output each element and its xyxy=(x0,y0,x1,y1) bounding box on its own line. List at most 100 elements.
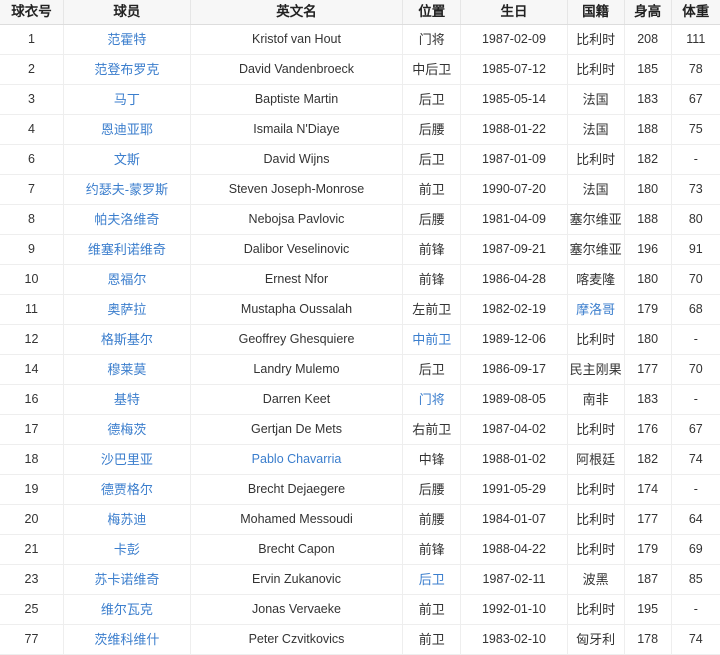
cname-link[interactable]: 范登布罗克 xyxy=(94,62,160,77)
cell-nat: 南非 xyxy=(567,384,625,415)
cell-num: 20 xyxy=(0,504,64,535)
cell-num: 1 xyxy=(0,24,64,55)
cell-weight: 64 xyxy=(671,504,720,535)
cell-height: 185 xyxy=(624,54,672,85)
cell-en: Geoffrey Ghesquiere xyxy=(190,324,404,355)
cname-link[interactable]: 茨维科维什 xyxy=(94,632,160,647)
cell-en: Ismaila N'Diaye xyxy=(190,114,404,145)
cname-link[interactable]: 文斯 xyxy=(113,152,140,167)
pos-link[interactable]: 中前卫 xyxy=(412,332,452,347)
cell-en: Brecht Dejaegere xyxy=(190,474,404,505)
cname-link[interactable]: 范霍特 xyxy=(107,32,147,47)
cell-cname[interactable]: 恩福尔 xyxy=(63,264,191,295)
cell-en[interactable]: Pablo Chavarria xyxy=(190,444,404,475)
cell-cname[interactable]: 维尔瓦克 xyxy=(63,594,191,625)
column-header-cname: 球员 xyxy=(63,0,191,25)
cname-link[interactable]: 卡彭 xyxy=(113,542,140,557)
cell-num: 16 xyxy=(0,384,64,415)
cell-weight: 91 xyxy=(671,234,720,265)
cell-cname[interactable]: 帕夫洛维奇 xyxy=(63,204,191,235)
table-row: 11 奥萨拉 Mustapha Oussalah 左前卫 1982-02-19 摩洛哥 17… xyxy=(0,294,720,325)
cell-height: 180 xyxy=(624,264,672,295)
cell-cname[interactable]: 梅苏迪 xyxy=(63,504,191,535)
cell-pos: 后腰 xyxy=(402,114,462,145)
cname-link[interactable]: 帕夫洛维奇 xyxy=(94,212,160,227)
cell-cname[interactable]: 范登布罗克 xyxy=(63,54,191,85)
pos-link[interactable]: 后卫 xyxy=(418,572,445,587)
table-row: 8 帕夫洛维奇 Nebojsa Pavlovic 后腰 1981-04-09 塞尔维亚 18… xyxy=(0,204,720,235)
cname-link[interactable]: 维尔瓦克 xyxy=(100,602,153,617)
cell-nat: 喀麦隆 xyxy=(567,264,625,295)
cell-en: David Wijns xyxy=(190,144,404,175)
cell-en: Brecht Capon xyxy=(190,534,404,565)
cell-en: Mustapha Oussalah xyxy=(190,294,404,325)
cell-cname[interactable]: 基特 xyxy=(63,384,191,415)
nat-link[interactable]: 摩洛哥 xyxy=(576,302,616,317)
cell-cname[interactable]: 茨维科维什 xyxy=(63,624,191,655)
cell-cname[interactable]: 文斯 xyxy=(63,144,191,175)
cell-nat[interactable]: 摩洛哥 xyxy=(567,294,625,325)
table-row: 14 穆莱莫 Landry Mulemo 后卫 1986-09-17 民主刚果 177 70 xyxy=(0,354,720,385)
cell-weight: - xyxy=(671,384,720,415)
cell-pos[interactable]: 门将 xyxy=(402,384,462,415)
cname-link[interactable]: 格斯基尔 xyxy=(100,332,153,347)
cname-link[interactable]: 维塞利诺维奇 xyxy=(87,242,166,257)
table-row: 20 梅苏迪 Mohamed Messoudi 前腰 1984-01-07 比利时 177 6… xyxy=(0,504,720,535)
cname-link[interactable]: 马丁 xyxy=(113,92,140,107)
cell-pos[interactable]: 中前卫 xyxy=(402,324,462,355)
column-header-pos: 位置 xyxy=(402,0,462,25)
cell-num: 3 xyxy=(0,84,64,115)
cell-height: 179 xyxy=(624,534,672,565)
cell-pos: 前锋 xyxy=(402,534,462,565)
cname-link[interactable]: 基特 xyxy=(113,392,140,407)
table-row: 7 约瑟夫-蒙罗斯 Steven Joseph-Monrose 前卫 1990-07-2… xyxy=(0,174,720,205)
en-link[interactable]: Pablo Chavarria xyxy=(251,452,342,466)
cell-bday: 1990-07-20 xyxy=(460,174,568,205)
cell-height: 180 xyxy=(624,174,672,205)
cell-en: Mohamed Messoudi xyxy=(190,504,404,535)
cell-cname[interactable]: 德贾格尔 xyxy=(63,474,191,505)
cell-cname[interactable]: 约瑟夫-蒙罗斯 xyxy=(63,174,191,205)
cname-link[interactable]: 恩迪亚耶 xyxy=(100,122,153,137)
cell-cname[interactable]: 维塞利诺维奇 xyxy=(63,234,191,265)
cell-height: 196 xyxy=(624,234,672,265)
cname-link[interactable]: 沙巴里亚 xyxy=(100,452,153,467)
cell-nat: 比利时 xyxy=(567,144,625,175)
cell-bday: 1987-09-21 xyxy=(460,234,568,265)
cell-cname[interactable]: 苏卡诺维奇 xyxy=(63,564,191,595)
cell-cname[interactable]: 德梅茨 xyxy=(63,414,191,445)
cell-cname[interactable]: 卡彭 xyxy=(63,534,191,565)
cname-link[interactable]: 恩福尔 xyxy=(107,272,147,287)
cname-link[interactable]: 奥萨拉 xyxy=(107,302,147,317)
cell-cname[interactable]: 奥萨拉 xyxy=(63,294,191,325)
cell-pos[interactable]: 后卫 xyxy=(402,564,462,595)
cell-en: Ernest Nfor xyxy=(190,264,404,295)
table-row: 6 文斯 David Wijns 后卫 1987-01-09 比利时 182- xyxy=(0,144,720,175)
cname-link[interactable]: 德梅茨 xyxy=(107,422,147,437)
cname-link[interactable]: 穆莱莫 xyxy=(107,362,147,377)
cname-link[interactable]: 苏卡诺维奇 xyxy=(94,572,160,587)
cell-nat: 比利时 xyxy=(567,504,625,535)
cell-height: 195 xyxy=(624,594,672,625)
cell-cname[interactable]: 马丁 xyxy=(63,84,191,115)
cell-nat: 波黑 xyxy=(567,564,625,595)
cell-nat: 比利时 xyxy=(567,474,625,505)
cell-height: 188 xyxy=(624,114,672,145)
cell-cname[interactable]: 恩迪亚耶 xyxy=(63,114,191,145)
cell-height: 188 xyxy=(624,204,672,235)
cname-link[interactable]: 约瑟夫-蒙罗斯 xyxy=(85,182,169,197)
cell-height: 179 xyxy=(624,294,672,325)
cname-link[interactable]: 梅苏迪 xyxy=(107,512,147,527)
cell-cname[interactable]: 穆莱莫 xyxy=(63,354,191,385)
cell-nat: 法国 xyxy=(567,114,625,145)
cell-cname[interactable]: 沙巴里亚 xyxy=(63,444,191,475)
cell-bday: 1989-08-05 xyxy=(460,384,568,415)
cell-cname[interactable]: 范霍特 xyxy=(63,24,191,55)
cname-link[interactable]: 德贾格尔 xyxy=(100,482,153,497)
cell-cname[interactable]: 格斯基尔 xyxy=(63,324,191,355)
cell-en: Darren Keet xyxy=(190,384,404,415)
table-row: 23 苏卡诺维奇 Ervin Zukanovic 后卫 1987-02-11 波黑 187 8… xyxy=(0,564,720,595)
pos-link[interactable]: 门将 xyxy=(418,392,445,407)
cell-bday: 1987-04-02 xyxy=(460,414,568,445)
table-body: 1 范霍特 Kristof van Hout 门将 1987-02-09 比利时 208 11… xyxy=(0,24,720,655)
